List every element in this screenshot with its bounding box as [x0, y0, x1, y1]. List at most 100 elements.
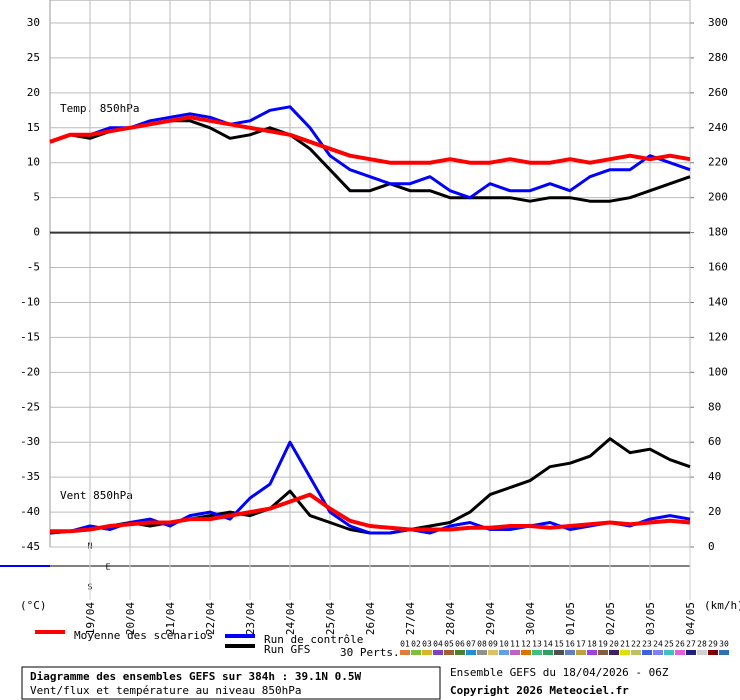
perturbation-number: 08: [477, 640, 487, 649]
perturbation-swatch: [433, 650, 443, 655]
x-tick-label: 30/04: [524, 602, 537, 635]
y2-tick-label: 260: [708, 86, 728, 99]
y2-tick-label: 140: [708, 295, 728, 308]
perturbation-swatch: [466, 650, 476, 655]
x-tick-label: 28/04: [444, 602, 457, 635]
y-tick-label: 20: [27, 86, 40, 99]
legend-label: Moyenne des scénarios: [74, 629, 213, 642]
perturbation-swatch: [565, 650, 575, 655]
y2-tick-label: 40: [708, 470, 721, 483]
perturbation-swatch: [455, 650, 465, 655]
perturbation-number: 07: [466, 640, 476, 649]
perturbation-swatch: [499, 650, 509, 655]
temp-line: [49, 105, 691, 200]
x-tick-label: 26/04: [364, 602, 377, 635]
perturbation-swatch: [664, 650, 674, 655]
perturbation-number: 15: [554, 640, 564, 649]
perturbation-number: 11: [510, 640, 520, 649]
y-axis-unit: (°C): [20, 599, 47, 612]
x-tick-label: 20/04: [124, 602, 137, 635]
y-tick-label: -5: [27, 261, 40, 274]
perturbation-number: 03: [422, 640, 432, 649]
perturbation-number: 13: [532, 640, 542, 649]
perturbation-swatch: [576, 650, 586, 655]
y-tick-label: -35: [20, 470, 40, 483]
y-tick-label: 5: [33, 191, 40, 204]
x-tick-label: 19/04: [84, 602, 97, 635]
perturbation-swatch: [510, 650, 520, 655]
perturbation-number: 26: [675, 640, 685, 649]
perturbation-swatch: [554, 650, 564, 655]
y2-tick-label: 200: [708, 191, 728, 204]
perturbation-number: 01: [400, 640, 410, 649]
perturbation-number: 20: [609, 640, 619, 649]
perturbation-swatch: [620, 650, 630, 655]
x-tick-label: 22/04: [204, 602, 217, 635]
y-tick-label: -25: [20, 400, 40, 413]
perturbation-number: 05: [444, 640, 454, 649]
perturbation-swatch: [488, 650, 498, 655]
perturbation-swatch: [653, 650, 663, 655]
y2-tick-label: 100: [708, 365, 728, 378]
y-tick-label: 25: [27, 51, 40, 64]
perturbation-swatch: [686, 650, 696, 655]
compass-e: E: [106, 563, 111, 572]
perturbation-swatch: [422, 650, 432, 655]
perturbation-number: 12: [521, 640, 531, 649]
x-tick-label: 01/05: [564, 602, 577, 635]
footer-box: [21, 666, 441, 700]
perturbation-number: 06: [455, 640, 465, 649]
perturbation-swatch: [521, 650, 531, 655]
perturbation-number: 21: [620, 640, 630, 649]
perturbations-label: 30 Perts.: [340, 646, 400, 659]
perturbation-number: 14: [543, 640, 553, 649]
perturbation-swatch: [609, 650, 619, 655]
y-tick-label: 0: [33, 226, 40, 239]
temp-line: [49, 115, 691, 165]
perturbation-swatch: [587, 650, 597, 655]
perturbation-number: 25: [664, 640, 674, 649]
y-tick-label: -40: [20, 505, 40, 518]
perturbation-number: 10: [499, 640, 509, 649]
x-tick-label: 27/04: [404, 602, 417, 635]
y2-tick-label: 300: [708, 16, 728, 29]
y2-tick-label: 0: [708, 540, 715, 553]
perturbation-swatch: [543, 650, 553, 655]
y-tick-label: 10: [27, 156, 40, 169]
perturbation-number: 16: [565, 640, 575, 649]
footer-title: Diagramme des ensembles GEFS sur 384h : …: [30, 670, 362, 683]
perturbation-swatch: [598, 650, 608, 655]
y-tick-label: 15: [27, 121, 40, 134]
y2-tick-label: 220: [708, 156, 728, 169]
perturbation-number: 18: [587, 640, 597, 649]
run-info: Ensemble GEFS du 18/04/2026 - 06Z: [450, 666, 669, 679]
perturbation-number: 24: [653, 640, 663, 649]
perturbation-swatch: [400, 650, 410, 655]
perturbation-swatch: [631, 650, 641, 655]
y-tick-label: -15: [20, 330, 40, 343]
x-tick-label: 04/05: [684, 602, 697, 635]
x-tick-label: 25/04: [324, 602, 337, 635]
perturbation-swatch: [411, 650, 421, 655]
perturbation-number: 27: [686, 640, 696, 649]
y2-tick-label: 120: [708, 330, 728, 343]
perturbation-number: 28: [697, 640, 707, 649]
x-tick-label: 03/05: [644, 602, 657, 635]
perturbation-number: 29: [708, 640, 718, 649]
perturbation-number: 23: [642, 640, 652, 649]
perturbation-number: 30: [719, 640, 729, 649]
x-tick-label: 29/04: [484, 602, 497, 635]
perturbation-number: 09: [488, 640, 498, 649]
y2-tick-label: 240: [708, 121, 728, 134]
perturbation-swatch: [697, 650, 707, 655]
panel-label: Temp. 850hPa: [60, 102, 139, 115]
perturbation-number: 22: [631, 640, 641, 649]
perturbation-swatch: [642, 650, 652, 655]
x-tick-label: 21/04: [164, 602, 177, 635]
y2-tick-label: 280: [708, 51, 728, 64]
perturbation-swatch: [675, 650, 685, 655]
x-tick-label: 02/05: [604, 602, 617, 635]
perturbation-swatch: [477, 650, 487, 655]
perturbation-number: 17: [576, 640, 586, 649]
